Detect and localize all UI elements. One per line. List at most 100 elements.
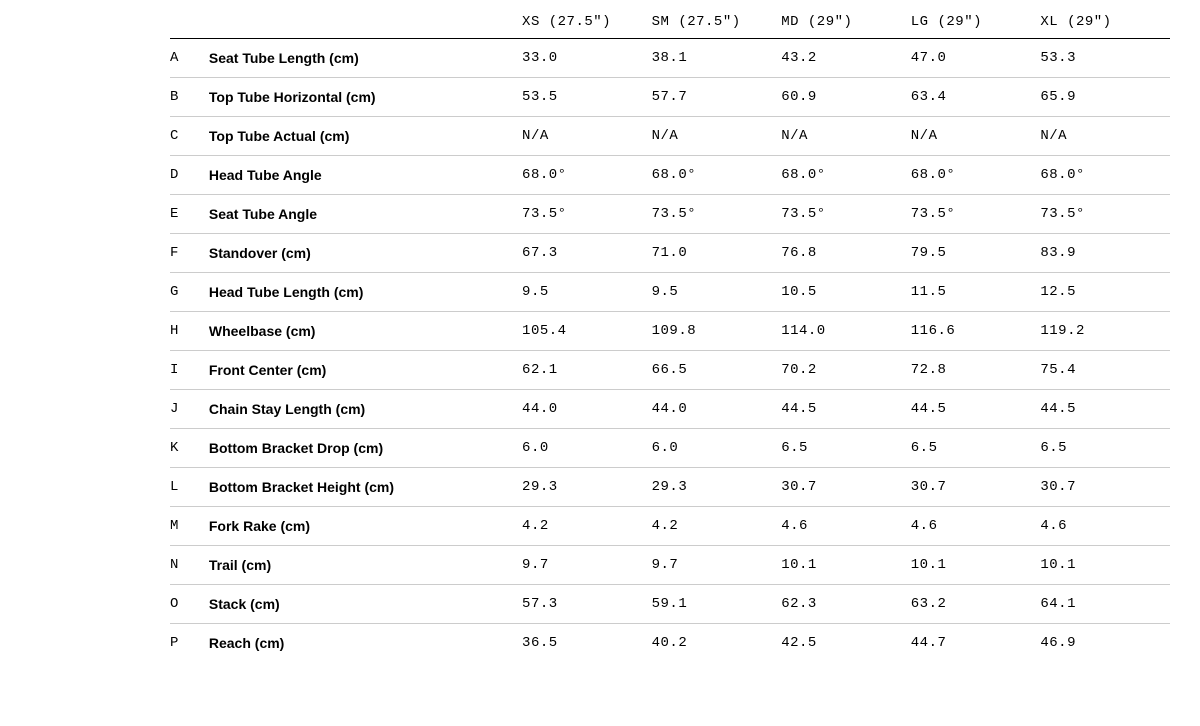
row-label: Bottom Bracket Drop (cm) xyxy=(209,429,522,468)
cell-value: 73.5° xyxy=(522,195,652,234)
cell-value: 119.2 xyxy=(1040,312,1170,351)
cell-value: 63.2 xyxy=(911,585,1041,624)
cell-value: 70.2 xyxy=(781,351,911,390)
cell-value: 9.7 xyxy=(522,546,652,585)
cell-value: 10.1 xyxy=(911,546,1041,585)
cell-value: 9.5 xyxy=(652,273,782,312)
cell-value: 105.4 xyxy=(522,312,652,351)
header-size-md: MD (29") xyxy=(781,6,911,39)
table-row: CTop Tube Actual (cm)N/AN/AN/AN/AN/A xyxy=(170,117,1170,156)
row-letter: C xyxy=(170,117,209,156)
cell-value: 4.2 xyxy=(522,507,652,546)
cell-value: 33.0 xyxy=(522,39,652,78)
table-row: HWheelbase (cm)105.4109.8114.0116.6119.2 xyxy=(170,312,1170,351)
cell-value: 73.5° xyxy=(1040,195,1170,234)
cell-value: 4.2 xyxy=(652,507,782,546)
row-letter: E xyxy=(170,195,209,234)
row-letter: A xyxy=(170,39,209,78)
header-size-xs: XS (27.5") xyxy=(522,6,652,39)
cell-value: 44.0 xyxy=(522,390,652,429)
row-letter: I xyxy=(170,351,209,390)
cell-value: 57.3 xyxy=(522,585,652,624)
cell-value: 29.3 xyxy=(652,468,782,507)
cell-value: N/A xyxy=(652,117,782,156)
row-letter: N xyxy=(170,546,209,585)
cell-value: 6.5 xyxy=(781,429,911,468)
header-row: XS (27.5") SM (27.5") MD (29") LG (29") … xyxy=(170,6,1170,39)
cell-value: 72.8 xyxy=(911,351,1041,390)
row-label: Standover (cm) xyxy=(209,234,522,273)
cell-value: 4.6 xyxy=(781,507,911,546)
table-row: IFront Center (cm)62.166.570.272.875.4 xyxy=(170,351,1170,390)
header-size-sm: SM (27.5") xyxy=(652,6,782,39)
row-letter: G xyxy=(170,273,209,312)
table-row: MFork Rake (cm)4.24.24.64.64.6 xyxy=(170,507,1170,546)
cell-value: N/A xyxy=(1040,117,1170,156)
cell-value: 62.3 xyxy=(781,585,911,624)
row-letter: B xyxy=(170,78,209,117)
row-label: Bottom Bracket Height (cm) xyxy=(209,468,522,507)
cell-value: 42.5 xyxy=(781,624,911,663)
cell-value: 46.9 xyxy=(1040,624,1170,663)
row-label: Reach (cm) xyxy=(209,624,522,663)
cell-value: 109.8 xyxy=(652,312,782,351)
table-header: XS (27.5") SM (27.5") MD (29") LG (29") … xyxy=(170,6,1170,39)
cell-value: 11.5 xyxy=(911,273,1041,312)
cell-value: 63.4 xyxy=(911,78,1041,117)
cell-value: 29.3 xyxy=(522,468,652,507)
table-row: NTrail (cm)9.79.710.110.110.1 xyxy=(170,546,1170,585)
row-label: Chain Stay Length (cm) xyxy=(209,390,522,429)
row-label: Fork Rake (cm) xyxy=(209,507,522,546)
cell-value: 76.8 xyxy=(781,234,911,273)
table-row: KBottom Bracket Drop (cm)6.06.06.56.56.5 xyxy=(170,429,1170,468)
cell-value: 44.7 xyxy=(911,624,1041,663)
table-row: PReach (cm)36.540.242.544.746.9 xyxy=(170,624,1170,663)
row-label: Seat Tube Length (cm) xyxy=(209,39,522,78)
cell-value: 73.5° xyxy=(781,195,911,234)
cell-value: 67.3 xyxy=(522,234,652,273)
cell-value: 116.6 xyxy=(911,312,1041,351)
cell-value: 43.2 xyxy=(781,39,911,78)
cell-value: 47.0 xyxy=(911,39,1041,78)
cell-value: 68.0° xyxy=(1040,156,1170,195)
row-letter: F xyxy=(170,234,209,273)
table-row: ESeat Tube Angle73.5°73.5°73.5°73.5°73.5… xyxy=(170,195,1170,234)
cell-value: 57.7 xyxy=(652,78,782,117)
row-letter: J xyxy=(170,390,209,429)
cell-value: 44.5 xyxy=(781,390,911,429)
cell-value: 30.7 xyxy=(1040,468,1170,507)
cell-value: 12.5 xyxy=(1040,273,1170,312)
cell-value: 30.7 xyxy=(781,468,911,507)
row-letter: L xyxy=(170,468,209,507)
cell-value: 40.2 xyxy=(652,624,782,663)
row-letter: D xyxy=(170,156,209,195)
table-body: ASeat Tube Length (cm)33.038.143.247.053… xyxy=(170,39,1170,663)
cell-value: 30.7 xyxy=(911,468,1041,507)
cell-value: 59.1 xyxy=(652,585,782,624)
cell-value: 65.9 xyxy=(1040,78,1170,117)
row-label: Head Tube Angle xyxy=(209,156,522,195)
geometry-table: XS (27.5") SM (27.5") MD (29") LG (29") … xyxy=(170,6,1170,662)
row-letter: K xyxy=(170,429,209,468)
header-letter-col xyxy=(170,6,209,39)
cell-value: N/A xyxy=(522,117,652,156)
table-row: LBottom Bracket Height (cm)29.329.330.73… xyxy=(170,468,1170,507)
cell-value: 44.0 xyxy=(652,390,782,429)
cell-value: 83.9 xyxy=(1040,234,1170,273)
row-letter: M xyxy=(170,507,209,546)
cell-value: 73.5° xyxy=(652,195,782,234)
row-label: Top Tube Actual (cm) xyxy=(209,117,522,156)
cell-value: 4.6 xyxy=(911,507,1041,546)
cell-value: 10.5 xyxy=(781,273,911,312)
cell-value: 53.5 xyxy=(522,78,652,117)
cell-value: 73.5° xyxy=(911,195,1041,234)
cell-value: 53.3 xyxy=(1040,39,1170,78)
cell-value: 10.1 xyxy=(1040,546,1170,585)
header-size-lg: LG (29") xyxy=(911,6,1041,39)
cell-value: 68.0° xyxy=(781,156,911,195)
cell-value: 114.0 xyxy=(781,312,911,351)
cell-value: 71.0 xyxy=(652,234,782,273)
table-row: JChain Stay Length (cm)44.044.044.544.54… xyxy=(170,390,1170,429)
cell-value: 6.0 xyxy=(652,429,782,468)
cell-value: 68.0° xyxy=(522,156,652,195)
